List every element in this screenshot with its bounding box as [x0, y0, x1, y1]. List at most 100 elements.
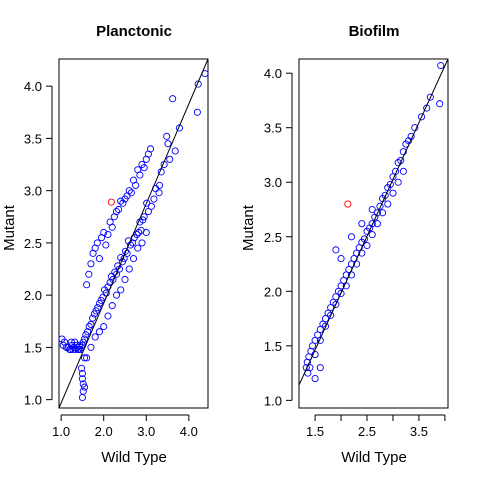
data-point	[327, 311, 335, 319]
y-tick-label: 3.5	[24, 131, 42, 146]
data-point	[83, 354, 91, 362]
y-tick-label: 3.0	[264, 175, 282, 190]
data-point	[135, 228, 143, 237]
data-point	[87, 343, 95, 351]
data-point	[106, 279, 114, 287]
x-axis-label: Wild Type	[101, 449, 167, 466]
biofilm-panel: Biofilm Wild Type Mutant 1.5 2.5 3.51.01.5…	[240, 23, 449, 466]
data-point	[111, 268, 119, 276]
data-point	[376, 202, 384, 210]
data-point	[399, 167, 407, 175]
data-point	[426, 93, 434, 101]
data-point	[117, 286, 125, 294]
y-tick-label: 1.5	[264, 339, 282, 354]
data-point	[123, 249, 131, 257]
fit-line	[58, 58, 209, 409]
y-tick-label: 3.5	[264, 121, 282, 136]
data-point	[166, 155, 174, 163]
data-point	[417, 113, 426, 121]
x-tick-label: 3.5	[410, 424, 428, 439]
data-point	[80, 383, 89, 391]
y-axis-label: Mutant	[1, 204, 18, 251]
plot-title: Biofilm	[349, 23, 400, 40]
data-point	[146, 145, 155, 153]
data-point	[368, 205, 376, 214]
data-point	[321, 322, 330, 330]
data-point	[114, 262, 122, 270]
data-point	[316, 364, 324, 372]
y-tick-label: 2.0	[264, 284, 282, 299]
data-point	[399, 148, 407, 156]
planctonic-panel: Planctonic Wild Type Mutant 1.0 2.0 3.0 4.0…	[1, 23, 209, 466]
data-point	[316, 336, 324, 344]
data-point	[95, 255, 103, 263]
data-point	[132, 181, 140, 189]
y-tick-label: 2.5	[264, 230, 282, 245]
data-point	[126, 241, 135, 249]
highlighted-point	[344, 200, 352, 208]
data-point	[138, 239, 146, 247]
data-point	[363, 241, 371, 250]
data-point	[79, 387, 87, 395]
data-point	[85, 270, 93, 278]
plot-frame	[298, 58, 449, 409]
data-point	[80, 335, 89, 343]
data-point	[144, 208, 152, 216]
data-point	[58, 335, 66, 343]
data-point	[108, 302, 116, 310]
data-point	[124, 237, 132, 245]
data-point	[379, 209, 387, 217]
x-tick-label: 2.0	[95, 424, 113, 439]
y-tick-label: 1.0	[24, 393, 42, 408]
data-point	[78, 394, 86, 402]
data-point	[121, 247, 129, 255]
data-point	[394, 178, 402, 186]
data-point	[129, 255, 138, 263]
y-axis-label: Mutant	[240, 204, 257, 251]
plot-title: Planctonic	[96, 23, 172, 40]
data-point	[353, 260, 361, 268]
x-tick-label: 4.0	[180, 424, 198, 439]
data-point	[66, 345, 74, 354]
data-point	[100, 228, 108, 237]
data-point	[311, 351, 319, 359]
data-point	[121, 275, 129, 284]
data-point	[150, 195, 158, 203]
data-point	[332, 300, 340, 308]
x-tick-label: 2.5	[358, 424, 376, 439]
data-point	[347, 233, 355, 241]
x-axis-label: Wild Type	[341, 449, 407, 466]
data-point	[79, 380, 87, 388]
data-point	[136, 171, 144, 179]
data-point	[102, 241, 110, 249]
highlighted-point	[107, 198, 115, 206]
data-point	[80, 354, 89, 362]
data-point	[193, 108, 201, 116]
plot-frame	[58, 58, 209, 409]
data-point	[384, 200, 392, 208]
data-point	[332, 246, 340, 254]
data-point	[89, 314, 97, 322]
x-tick-label: 1.0	[52, 424, 70, 439]
data-point	[90, 310, 98, 318]
data-point	[78, 364, 86, 372]
data-point	[93, 239, 101, 247]
data-point	[87, 320, 95, 328]
data-point	[101, 286, 109, 294]
data-point	[100, 322, 108, 331]
data-point	[125, 187, 133, 195]
data-point	[67, 338, 75, 346]
data-point	[142, 228, 150, 237]
data-point	[115, 205, 123, 214]
data-point	[127, 189, 135, 197]
y-tick-label: 2.0	[24, 288, 42, 303]
data-point	[358, 249, 366, 257]
data-point	[117, 197, 125, 205]
data-point	[373, 220, 381, 228]
y-tick-label: 3.0	[24, 184, 42, 199]
data-point	[143, 199, 151, 207]
data-point	[337, 255, 345, 263]
data-point	[163, 132, 171, 140]
data-point	[394, 159, 402, 167]
